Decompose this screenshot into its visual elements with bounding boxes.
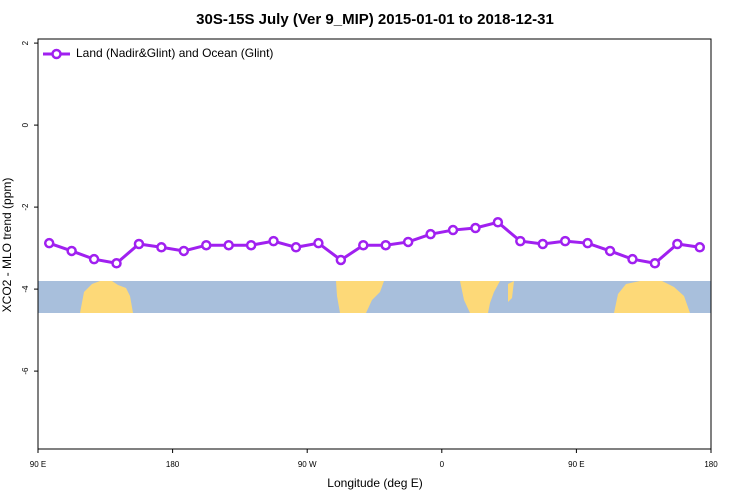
data-point xyxy=(133,238,145,250)
legend-marker xyxy=(51,48,62,60)
data-point xyxy=(672,238,683,250)
data-point xyxy=(313,237,324,249)
data-point xyxy=(290,242,302,253)
legend-label: Land (Nadir&Glint) and Ocean (Glint) xyxy=(76,46,273,60)
data-point xyxy=(268,235,279,247)
data-point xyxy=(43,237,55,249)
x-axis-label: Longitude (deg E) xyxy=(327,476,422,490)
data-point xyxy=(223,239,234,251)
data-point xyxy=(380,239,391,251)
data-point xyxy=(335,254,347,266)
plot-frame xyxy=(37,38,712,450)
x-tick-label: 90 E xyxy=(30,460,46,469)
series-line xyxy=(48,220,701,265)
y-tick-label: 2 xyxy=(21,40,30,45)
data-point xyxy=(694,242,706,253)
data-point xyxy=(537,238,548,250)
data-point xyxy=(470,222,481,234)
data-point xyxy=(111,258,122,269)
y-tick-label: 0 xyxy=(21,122,30,127)
x-tick-label: 90 W xyxy=(298,460,317,469)
data-point xyxy=(88,253,100,265)
y-axis-label: XCO2 - MLO trend (ppm) xyxy=(0,178,14,313)
data-point xyxy=(649,258,661,269)
data-point xyxy=(582,237,593,249)
data-point xyxy=(559,235,571,247)
map-band xyxy=(38,281,711,313)
data-point xyxy=(492,217,504,228)
data-point xyxy=(447,224,459,236)
x-tick-label: 90 E xyxy=(568,460,584,469)
x-tick-label: 180 xyxy=(704,460,718,469)
legend: Land (Nadir&Glint) and Ocean (Glint) xyxy=(43,46,273,60)
y-tick-label: -4 xyxy=(21,285,30,293)
data-point xyxy=(245,239,257,251)
data-point xyxy=(178,245,190,257)
data-point xyxy=(425,228,436,240)
y-tick-label: -6 xyxy=(21,367,30,375)
y-tick-label: -2 xyxy=(21,203,30,211)
chart-title: 30S-15S July (Ver 9_MIP) 2015-01-01 to 2… xyxy=(196,11,554,28)
data-point xyxy=(515,235,526,247)
x-tick-label: 180 xyxy=(166,460,180,469)
data-point xyxy=(66,245,77,257)
data-point xyxy=(156,242,167,253)
data-point xyxy=(201,239,212,251)
data-point xyxy=(604,245,616,257)
x-tick-label: 0 xyxy=(440,460,445,469)
data-point xyxy=(358,239,369,251)
data-point xyxy=(627,253,638,265)
data-point xyxy=(402,236,414,248)
